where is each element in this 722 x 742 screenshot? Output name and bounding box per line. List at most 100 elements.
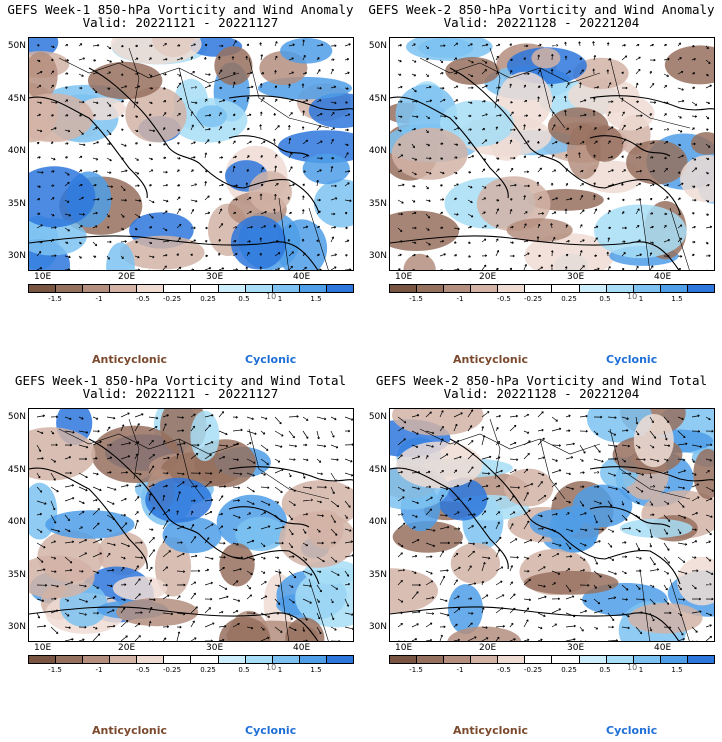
- colorbar-label: -1: [456, 666, 464, 674]
- colorbar-swatch: [110, 285, 138, 292]
- longitude-label: 30E: [206, 643, 224, 653]
- vorticity-map: [28, 408, 354, 642]
- latitude-label: 35N: [7, 570, 26, 580]
- colorbar-label: 0.25: [561, 666, 577, 674]
- colorbar-label: -1.5: [409, 295, 423, 303]
- colorbar-swatch: [444, 656, 472, 663]
- latitude-label: 45N: [368, 465, 387, 475]
- cyclonic-legend: Cyclonic: [245, 724, 297, 737]
- panel-title: GEFS Week-2 850-hPa Vorticity and Wind T…: [375, 373, 708, 388]
- map-canvas: [390, 409, 714, 641]
- colorbar-label: 1.5: [671, 666, 683, 674]
- colorbar-swatch: [525, 285, 553, 292]
- map-canvas: [390, 38, 714, 270]
- colorbar: [28, 655, 354, 664]
- latitude-label: 45N: [7, 465, 26, 475]
- colorbar-label: -0.5: [497, 295, 511, 303]
- wind-vectors: [397, 41, 713, 270]
- wind-vectors: [36, 411, 353, 641]
- vorticity-shading: [29, 38, 353, 270]
- colorbar-swatch: [552, 656, 580, 663]
- colorbar-swatch: [245, 656, 273, 663]
- colorbar-swatch: [552, 285, 580, 292]
- colorbar-label: 1.5: [310, 666, 322, 674]
- anticyclonic-legend: Anticyclonic: [453, 353, 529, 366]
- map-panel: GEFS Week-1 850-hPa Vorticity and Wind A…: [0, 0, 361, 371]
- latitude-label: 40N: [7, 517, 26, 527]
- panel-title: GEFS Week-1 850-hPa Vorticity and Wind A…: [7, 2, 354, 17]
- colorbar-label: -1.5: [48, 295, 62, 303]
- colorbar-swatch: [633, 656, 661, 663]
- colorbar-label: 0.5: [238, 295, 250, 303]
- panel-title: GEFS Week-2 850-hPa Vorticity and Wind A…: [368, 2, 715, 17]
- map-canvas: [29, 409, 353, 641]
- latitude-label: 40N: [7, 146, 26, 156]
- longitude-label: 20E: [479, 643, 497, 653]
- colorbar-swatch: [191, 285, 219, 292]
- map-panel: GEFS Week-1 850-hPa Vorticity and Wind T…: [0, 371, 361, 742]
- colorbar-swatch: [83, 285, 111, 292]
- longitude-label: 40E: [293, 643, 311, 653]
- colorbar-label: 1: [638, 295, 644, 303]
- colorbar-swatch: [390, 656, 418, 663]
- latitude-label: 50N: [7, 412, 26, 422]
- colorbar-swatch: [687, 656, 714, 663]
- colorbar-label: 0.25: [561, 295, 577, 303]
- colorbar-swatch: [218, 656, 246, 663]
- colorbar-label: 0.5: [599, 295, 611, 303]
- colorbar-swatch: [299, 285, 327, 292]
- colorbar-label: 1.5: [310, 295, 322, 303]
- colorbar-label: 0.5: [238, 666, 250, 674]
- panel-valid-dates: Valid: 20221128 - 20221204: [443, 386, 640, 401]
- colorbar-scale-note: 10: [627, 292, 638, 301]
- latitude-label: 30N: [7, 622, 26, 632]
- anticyclonic-legend: Anticyclonic: [453, 724, 529, 737]
- colorbar-swatch: [83, 656, 111, 663]
- longitude-label: 40E: [654, 643, 672, 653]
- colorbar-swatch: [417, 656, 445, 663]
- colorbar-swatch: [579, 656, 607, 663]
- colorbar-swatch: [390, 285, 418, 292]
- longitude-label: 10E: [395, 272, 413, 282]
- colorbar-swatch: [164, 285, 192, 292]
- colorbar-swatch: [633, 285, 661, 292]
- latitude-label: 30N: [7, 251, 26, 261]
- colorbar-label: 0.25: [200, 295, 216, 303]
- colorbar-label: -0.5: [136, 666, 150, 674]
- colorbar-label: 1.5: [671, 295, 683, 303]
- colorbar-label: -1.5: [48, 666, 62, 674]
- colorbar-swatch: [660, 285, 688, 292]
- latitude-label: 35N: [368, 199, 387, 209]
- colorbar: [28, 284, 354, 293]
- longitude-label: 40E: [654, 272, 672, 282]
- panel-valid-dates: Valid: 20221121 - 20221127: [82, 15, 279, 30]
- coastline: [390, 438, 714, 641]
- colorbar-label: -0.5: [497, 666, 511, 674]
- colorbar-swatch: [56, 656, 84, 663]
- longitude-label: 10E: [34, 643, 52, 653]
- colorbar-label: -0.25: [523, 666, 543, 674]
- colorbar-scale-note: 10: [266, 663, 277, 672]
- colorbar-swatch: [498, 285, 526, 292]
- latitude-label: 35N: [368, 570, 387, 580]
- vorticity-map: [389, 37, 715, 271]
- colorbar-swatch: [29, 656, 57, 663]
- colorbar-swatch: [272, 656, 300, 663]
- colorbar-scale-note: 10: [266, 292, 277, 301]
- panel-title: GEFS Week-1 850-hPa Vorticity and Wind T…: [14, 373, 347, 388]
- colorbar-label: 1: [638, 666, 644, 674]
- colorbar-swatch: [137, 285, 165, 292]
- vorticity-map: [28, 37, 354, 271]
- longitude-label: 20E: [479, 272, 497, 282]
- coastline: [29, 438, 353, 641]
- map-panel: GEFS Week-2 850-hPa Vorticity and Wind A…: [361, 0, 722, 371]
- colorbar-swatch: [272, 285, 300, 292]
- longitude-label: 10E: [395, 643, 413, 653]
- longitude-label: 20E: [118, 643, 136, 653]
- vorticity-shading: [390, 38, 714, 270]
- colorbar: [389, 655, 715, 664]
- anticyclonic-legend: Anticyclonic: [92, 724, 168, 737]
- cyclonic-legend: Cyclonic: [606, 353, 658, 366]
- map-panel: GEFS Week-2 850-hPa Vorticity and Wind T…: [361, 371, 722, 742]
- colorbar-swatch: [110, 656, 138, 663]
